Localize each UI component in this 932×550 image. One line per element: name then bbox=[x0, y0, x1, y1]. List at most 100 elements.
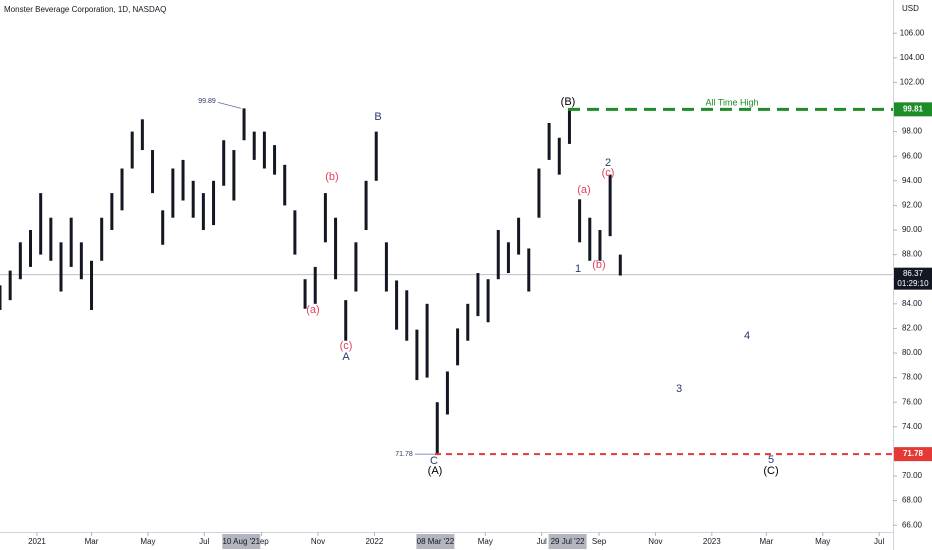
wave-label: B bbox=[374, 111, 381, 123]
price-bar bbox=[517, 217, 521, 255]
x-marker-label: 29 Jul '22 bbox=[551, 537, 586, 546]
price-bar bbox=[405, 290, 409, 341]
price-bar bbox=[0, 285, 2, 310]
wave-label: (b) bbox=[592, 259, 605, 271]
y-tick-label: 106.00 bbox=[900, 28, 925, 37]
y-tick-label: 94.00 bbox=[902, 176, 923, 185]
low-note: 71.78 bbox=[395, 451, 413, 458]
y-tick-label: 88.00 bbox=[902, 250, 923, 259]
price-bar bbox=[232, 150, 236, 201]
chart-title: Monster Beverage Corporation, 1D, NASDAQ bbox=[4, 5, 166, 14]
price-bar bbox=[212, 180, 216, 226]
price-bar bbox=[130, 131, 134, 169]
price-bar bbox=[537, 168, 541, 218]
price-bar bbox=[151, 150, 155, 194]
wave-label: 1 bbox=[575, 263, 581, 275]
price-bar bbox=[69, 217, 73, 267]
wave-label: (b) bbox=[325, 171, 338, 183]
wave-label: (C) bbox=[763, 465, 778, 477]
y-tick-label: 74.00 bbox=[902, 422, 923, 431]
price-bar bbox=[567, 109, 571, 144]
price-bar bbox=[191, 180, 195, 218]
y-tick-label: 104.00 bbox=[900, 53, 925, 62]
last-price-box bbox=[894, 267, 932, 290]
x-tick-label: Jul bbox=[874, 537, 884, 546]
price-bar bbox=[242, 108, 246, 141]
x-tick-label: Sep bbox=[592, 537, 607, 546]
x-tick-label: Mar bbox=[85, 537, 99, 546]
x-tick-label: 2021 bbox=[28, 537, 46, 546]
y-tick-label: 102.00 bbox=[900, 78, 925, 87]
wave-label: 4 bbox=[744, 330, 750, 342]
price-bar bbox=[506, 242, 510, 274]
price-bar bbox=[262, 131, 266, 169]
price-bar bbox=[100, 217, 104, 261]
price-bar bbox=[222, 140, 226, 186]
price-bar bbox=[201, 193, 205, 231]
x-marker-label: 08 Mar '22 bbox=[417, 537, 455, 546]
price-bar bbox=[415, 329, 419, 381]
wave-label: C bbox=[430, 455, 438, 467]
price-bar bbox=[364, 180, 368, 231]
price-bar bbox=[598, 230, 602, 261]
price-bar bbox=[293, 210, 297, 255]
x-tick-label: Sep bbox=[254, 537, 269, 546]
level-price-label: 99.81 bbox=[903, 104, 924, 113]
price-bar bbox=[8, 270, 12, 301]
y-tick-label: 70.00 bbox=[902, 471, 923, 480]
x-tick-label: Mar bbox=[759, 537, 773, 546]
price-bar bbox=[110, 193, 114, 231]
price-bar bbox=[547, 123, 551, 160]
price-bar bbox=[90, 260, 94, 310]
price-bar bbox=[578, 199, 582, 243]
y-tick-label: 68.00 bbox=[902, 496, 923, 505]
price-bar bbox=[618, 254, 622, 276]
price-bar bbox=[39, 193, 43, 255]
y-tick-label: 78.00 bbox=[902, 373, 923, 382]
price-bar bbox=[171, 168, 175, 218]
wave-label: (a) bbox=[577, 184, 590, 196]
x-tick-label: Jul bbox=[537, 537, 547, 546]
peak-note: 99.89 bbox=[198, 98, 216, 105]
price-bar bbox=[120, 168, 124, 211]
price-bar bbox=[18, 242, 22, 280]
price-bar bbox=[79, 242, 83, 280]
level-name: All Time High bbox=[705, 98, 758, 108]
price-bar bbox=[496, 230, 500, 280]
price-bar bbox=[384, 242, 388, 292]
price-bar bbox=[283, 164, 287, 206]
x-tick-label: Nov bbox=[311, 537, 325, 546]
y-tick-label: 90.00 bbox=[902, 225, 923, 234]
price-bar bbox=[395, 280, 399, 330]
price-bar bbox=[608, 174, 612, 237]
price-bar bbox=[374, 131, 378, 181]
level-price-box bbox=[894, 447, 932, 462]
price-bar bbox=[425, 303, 429, 378]
price-bar bbox=[334, 217, 338, 280]
wave-label: (B) bbox=[561, 96, 576, 108]
price-bar bbox=[161, 210, 165, 245]
x-marker-label: 10 Aug '21 bbox=[222, 537, 260, 546]
price-bar bbox=[354, 242, 358, 292]
price-bar bbox=[252, 131, 256, 160]
x-marker-box bbox=[548, 534, 587, 549]
y-tick-label: 76.00 bbox=[902, 397, 923, 406]
price-bar bbox=[435, 402, 439, 455]
price-bar bbox=[456, 328, 460, 366]
y-unit: USD bbox=[902, 4, 919, 13]
x-tick-label: 2022 bbox=[365, 537, 383, 546]
price-bar bbox=[527, 248, 531, 292]
wave-label: (a) bbox=[306, 304, 319, 316]
y-tick-label: 96.00 bbox=[902, 151, 923, 160]
price-bar bbox=[273, 145, 277, 175]
leader-line bbox=[217, 101, 242, 109]
wave-label: 5 bbox=[768, 454, 774, 466]
y-tick-label: 84.00 bbox=[902, 299, 923, 308]
last-price-label: 86.37 bbox=[903, 269, 924, 278]
price-bar bbox=[445, 371, 449, 415]
wave-label: 2 bbox=[605, 157, 611, 169]
price-bar bbox=[313, 266, 317, 304]
price-bar bbox=[29, 230, 33, 267]
